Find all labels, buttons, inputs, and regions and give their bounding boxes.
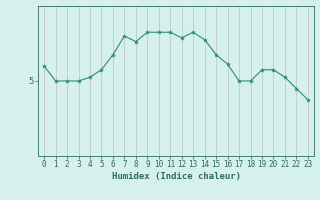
X-axis label: Humidex (Indice chaleur): Humidex (Indice chaleur) <box>111 172 241 181</box>
